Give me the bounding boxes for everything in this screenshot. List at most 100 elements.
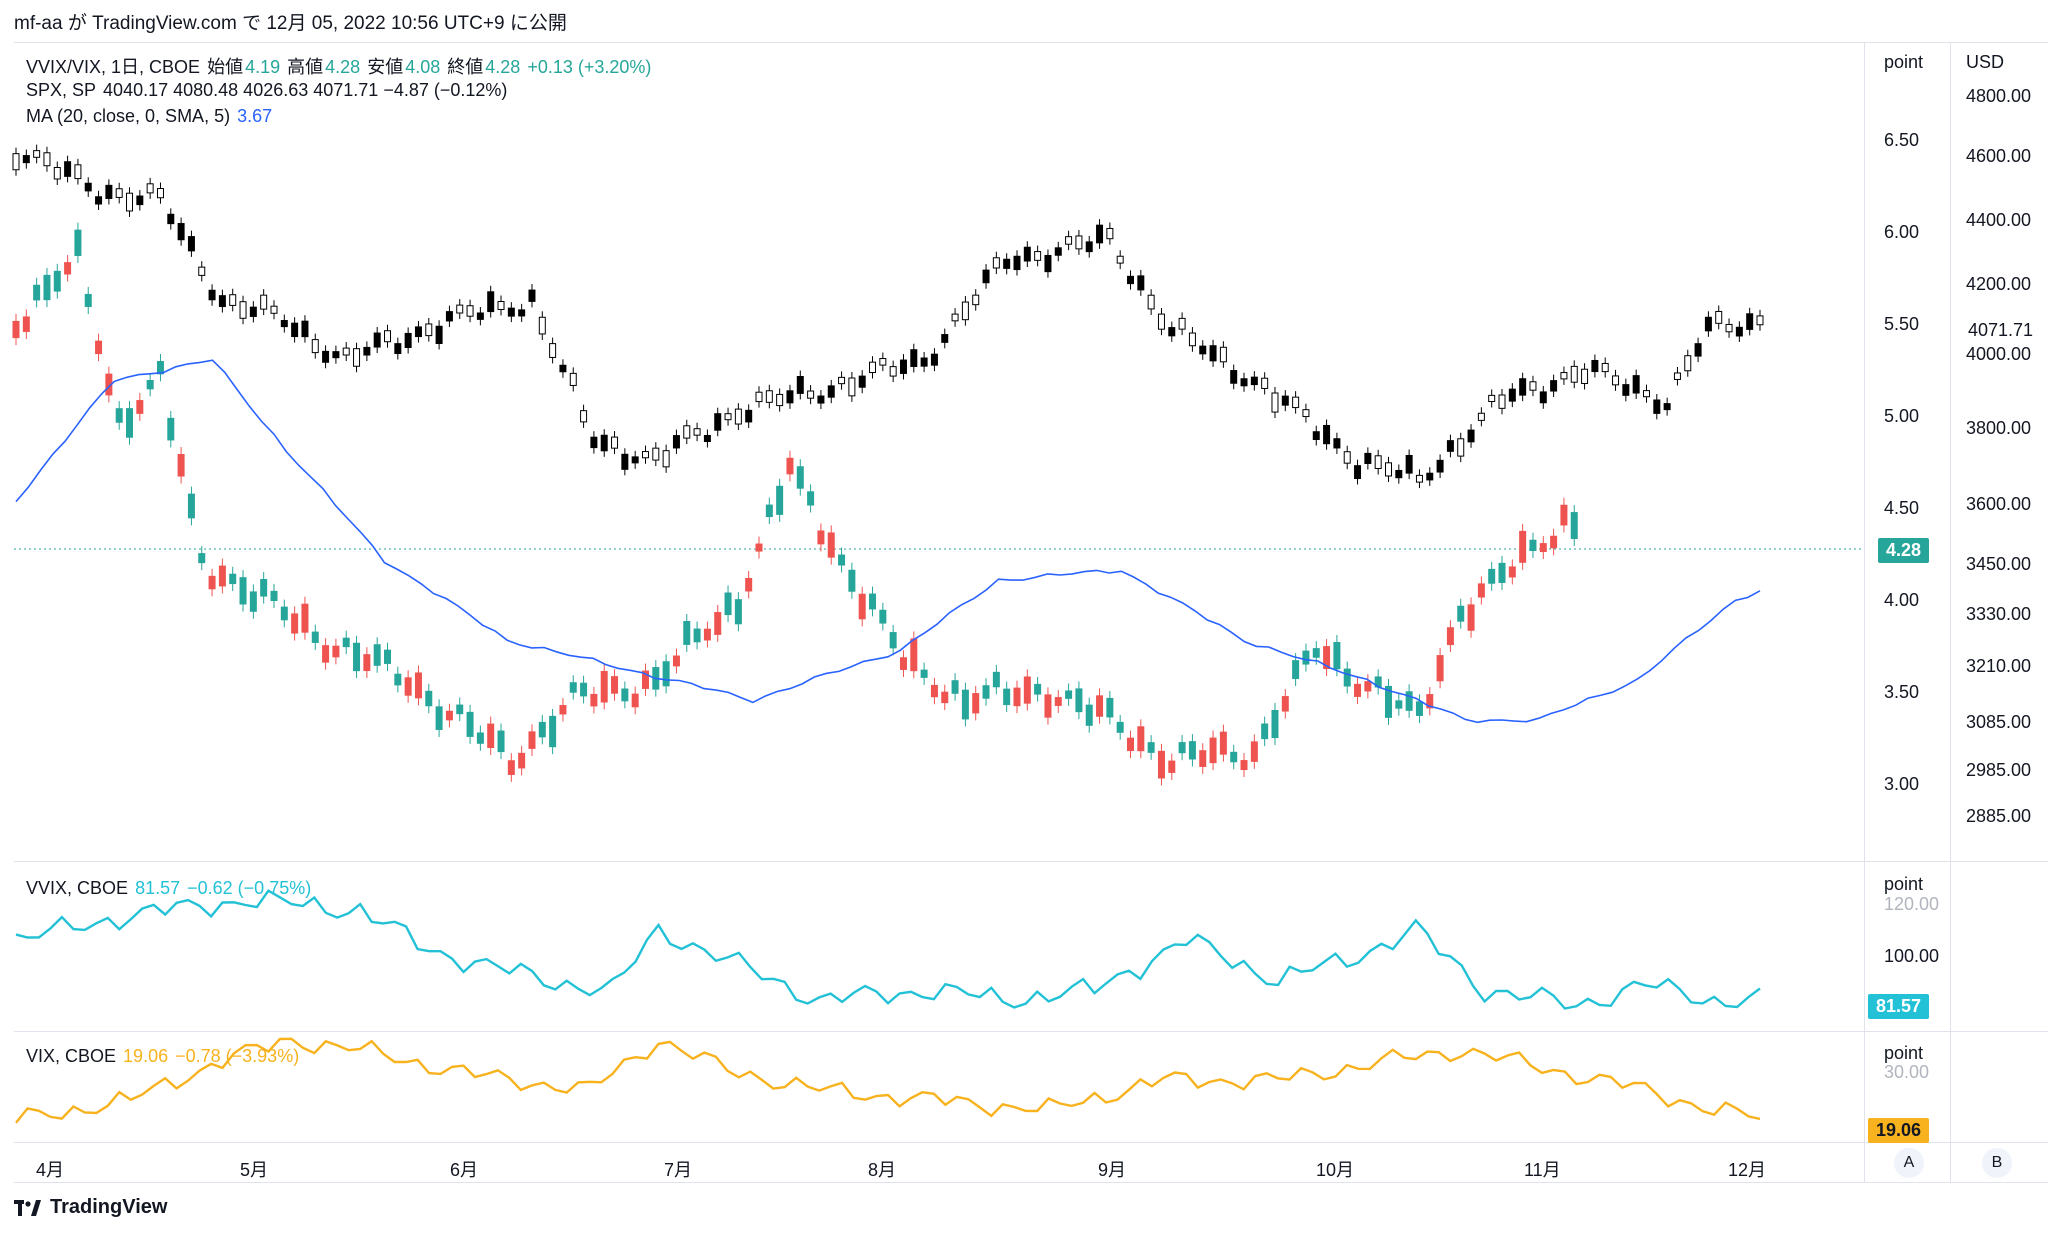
ratio-candle — [1292, 660, 1300, 680]
legend-ma[interactable]: MA (20, close, 0, SMA, 5) 3.67 — [26, 106, 274, 127]
auto-scale-button[interactable]: A — [1894, 1148, 1924, 1178]
spx-candle — [1281, 395, 1289, 406]
spx-candle — [1127, 275, 1135, 285]
vvix-tick: 100.00 — [1884, 946, 1940, 966]
ratio-candle — [1281, 696, 1289, 712]
month-label: 10月 — [1316, 1160, 1355, 1180]
ratio-candle — [1364, 681, 1372, 692]
ratio-candle — [1209, 737, 1217, 764]
legend-vvix[interactable]: VVIX, CBOE 81.57 −0.62 (−0.75%) — [26, 878, 313, 899]
spx-candle — [1704, 316, 1712, 332]
scale-b-button[interactable]: B — [1982, 1148, 2012, 1178]
ratio-candle — [229, 573, 237, 585]
spx-candle — [662, 450, 670, 468]
point-tick: 5.00 — [1884, 406, 1920, 426]
ratio-candle — [755, 543, 763, 552]
legend-high: 4.28 — [325, 57, 361, 77]
ratio-candle — [972, 693, 980, 714]
legend-vix-change: −0.78 (−3.93%) — [175, 1046, 300, 1066]
spx-candle — [1364, 452, 1372, 464]
spx-candle — [1261, 377, 1269, 389]
spx-candle — [1415, 474, 1423, 483]
ratio-candle — [611, 676, 619, 694]
spx-candle — [33, 150, 41, 158]
spx-candle — [1529, 381, 1537, 391]
legend-vvix-change: −0.62 (−0.75%) — [187, 878, 312, 898]
ratio-candle — [1250, 741, 1258, 762]
ratio-candle — [187, 493, 195, 519]
spx-candle — [734, 408, 742, 425]
legend-vvix-symbol: VVIX, CBOE — [26, 878, 129, 898]
ratio-candle — [1384, 685, 1392, 718]
usd-tick: 4800.00 — [1966, 86, 2032, 106]
spx-candle — [1519, 378, 1527, 396]
spx-candle — [807, 390, 815, 399]
spx-candle — [1034, 251, 1042, 261]
spx-candle — [414, 326, 422, 338]
ratio-candle — [1415, 701, 1423, 716]
spx-candle — [1725, 323, 1733, 333]
ratio-candle — [1116, 721, 1124, 733]
publish-info: mf-aa が TradingView.com で 12月 05, 2022 1… — [14, 13, 567, 34]
legend-low: 4.08 — [405, 57, 441, 77]
spx-candle — [910, 349, 918, 367]
ratio-candle — [84, 293, 92, 307]
ratio-candle — [848, 569, 856, 592]
legend-main[interactable]: VVIX/VIX, 1日, CBOE 始値 4.19 高値 4.28 安値 4.08 … — [26, 53, 653, 79]
spx-candle — [518, 309, 526, 317]
spx-candle — [1715, 310, 1723, 324]
ratio-candle — [1446, 627, 1454, 646]
spx-candle — [1591, 359, 1599, 373]
spx-candle — [796, 375, 804, 394]
ratio-candle — [714, 612, 722, 635]
top-border — [14, 42, 2048, 43]
spx-candle — [755, 391, 763, 403]
legend-spx[interactable]: SPX, SP 4040.17 4080.48 4026.63 4071.71 … — [26, 80, 509, 101]
spx-candle — [425, 323, 433, 337]
ratio-candle — [1096, 695, 1104, 717]
spx-candle — [342, 347, 350, 356]
ratio-candle — [476, 732, 484, 744]
spx-candle — [1694, 343, 1702, 357]
ratio-candle — [404, 677, 412, 696]
spx-candle — [889, 366, 897, 377]
ratio-candle — [827, 532, 835, 558]
ratio-candle — [332, 645, 340, 658]
ratio-candle — [1054, 697, 1062, 706]
ratio-candle — [1219, 731, 1227, 755]
usd-axis-title: USD — [1966, 52, 2005, 72]
spx-candle — [136, 195, 144, 206]
ratio-candle — [1323, 646, 1331, 670]
ratio-candle — [1178, 742, 1186, 754]
spx-candle — [363, 346, 371, 356]
spx-candle — [1003, 258, 1011, 269]
spx-candle — [1663, 403, 1671, 411]
ratio-candle — [631, 693, 639, 708]
usd-tick: 3210.00 — [1966, 656, 2032, 676]
vvix-tick: 120.00 — [1884, 894, 1940, 914]
spx-candle — [1612, 375, 1620, 386]
spx-candle — [394, 343, 402, 354]
vix-axis-title: point — [1884, 1043, 1924, 1063]
ratio-candle — [703, 628, 711, 641]
ratio-candle — [1302, 650, 1310, 665]
ratio-candle — [74, 229, 82, 256]
ratio-candle — [580, 682, 588, 697]
ratio-candle — [249, 591, 257, 612]
ratio-candle — [363, 654, 371, 672]
pane-divider-2 — [14, 1031, 2048, 1032]
vvix-axis-title: point — [1884, 874, 1924, 894]
spx-candle — [1096, 224, 1104, 244]
legend-vix[interactable]: VIX, CBOE 19.06 −0.78 (−3.93%) — [26, 1046, 301, 1067]
tradingview-logo[interactable]: TradingView — [14, 1196, 167, 1219]
spx-candle — [1312, 431, 1320, 441]
ratio-candle — [507, 760, 515, 775]
spx-candle — [1075, 235, 1083, 250]
point-tick: 4.50 — [1884, 498, 1920, 518]
spx-candle — [280, 320, 288, 328]
ratio-candle — [1374, 676, 1382, 688]
ratio-candle — [1199, 750, 1207, 767]
vvix-last-badge: 81.57 — [1868, 994, 1930, 1019]
ratio-candle — [311, 631, 319, 643]
